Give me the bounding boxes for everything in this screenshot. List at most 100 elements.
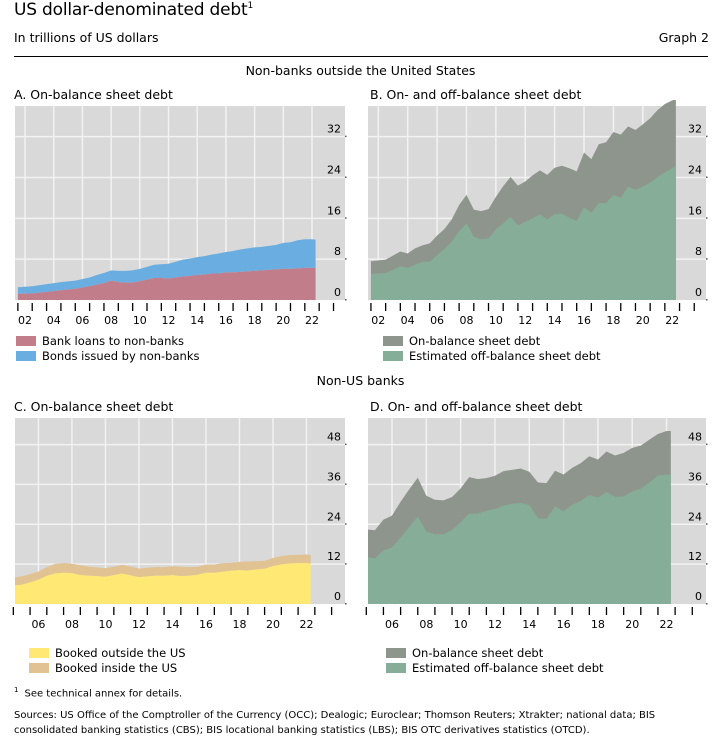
x-tick-label: 08 [65, 618, 79, 631]
x-tick-label: 16 [557, 618, 571, 631]
x-tick-label: 12 [488, 618, 502, 631]
legend-swatch-off-balance [386, 662, 406, 673]
panel-b-legend: On-balance sheet debt Estimated off-bala… [383, 333, 601, 363]
x-tick-label: 20 [266, 618, 280, 631]
y-tick-label: 36 [327, 470, 341, 483]
x-tick-label: 20 [625, 618, 639, 631]
x-tick-label: 08 [104, 314, 118, 327]
x-tick-label: 16 [577, 314, 591, 327]
legend-label: Booked outside the US [55, 645, 186, 660]
section-title-non-us-banks: Non-US banks [316, 373, 405, 388]
x-tick-label: 22 [665, 314, 679, 327]
y-tick-label: 24 [688, 510, 702, 523]
y-tick-mark [345, 443, 347, 446]
x-tick-label: 04 [401, 314, 415, 327]
y-tick-mark [345, 483, 347, 485]
footnote-marker: 1 [14, 686, 19, 694]
x-tick-label: 10 [98, 618, 112, 631]
y-tick-mark [706, 217, 708, 219]
legend-item-booked-inside: Booked inside the US [29, 660, 186, 675]
legend-swatch-booked-outside [29, 647, 49, 658]
x-tick-label: 18 [248, 314, 262, 327]
y-tick-label: 24 [688, 163, 702, 176]
graph-subtitle: In trillions of US dollars [14, 30, 159, 45]
x-tick-label: 06 [385, 618, 399, 631]
legend-item-booked-outside: Booked outside the US [29, 645, 186, 660]
y-tick-mark [345, 299, 347, 301]
panel-b-title: B. On- and off-balance sheet debt [370, 87, 582, 102]
x-tick-label: 06 [75, 314, 89, 327]
header-divider [14, 56, 708, 57]
x-tick-label: 16 [219, 314, 233, 327]
panel-a-legend: Bank loans to non-banks Bonds issued by … [16, 333, 199, 363]
y-tick-label: 0 [334, 286, 341, 299]
y-tick-mark [345, 603, 347, 605]
x-tick-label: 06 [31, 618, 45, 631]
area-booked-inside [15, 554, 311, 586]
x-tick-label: 22 [299, 618, 313, 631]
y-tick-mark [345, 523, 347, 525]
y-tick-label: 32 [327, 123, 341, 136]
y-tick-label: 8 [695, 245, 702, 258]
panel-d-title: D. On- and off-balance sheet debt [370, 399, 583, 414]
title-footnote-marker: 1 [247, 1, 253, 11]
y-tick-mark [706, 523, 708, 525]
legend-label: Estimated off-balance sheet debt [412, 660, 604, 675]
panel-d-legend: On-balance sheet debt Estimated off-bala… [386, 645, 604, 675]
x-tick-label: 18 [591, 618, 605, 631]
x-tick-label: 14 [165, 618, 179, 631]
y-tick-label: 16 [327, 204, 341, 217]
y-tick-mark [345, 176, 347, 178]
x-tick-label: 14 [548, 314, 562, 327]
legend-item-bonds: Bonds issued by non-banks [16, 348, 199, 363]
panel-a-title: A. On-balance sheet debt [14, 87, 173, 102]
y-tick-mark [345, 258, 347, 260]
x-tick-label: 12 [162, 314, 176, 327]
x-tick-label: 18 [232, 618, 246, 631]
x-tick-label: 10 [133, 314, 147, 327]
x-tick-label: 02 [18, 314, 32, 327]
y-tick-mark [706, 483, 708, 485]
x-tick-label: 04 [47, 314, 61, 327]
legend-item-off-balance: Estimated off-balance sheet debt [383, 348, 601, 363]
x-tick-label: 08 [459, 314, 473, 327]
footnote-text: See technical annex for details. [24, 688, 183, 700]
x-tick-label: 12 [132, 618, 146, 631]
y-tick-label: 24 [327, 510, 341, 523]
area-off-balance [370, 165, 676, 300]
legend-item-off-balance: Estimated off-balance sheet debt [386, 660, 604, 675]
y-tick-mark [706, 299, 708, 301]
y-tick-label: 12 [327, 550, 341, 563]
panel-c-legend: Booked outside the US Booked inside the … [29, 645, 186, 675]
y-tick-label: 48 [327, 431, 341, 444]
y-tick-label: 36 [688, 470, 702, 483]
x-tick-label: 22 [305, 314, 319, 327]
y-tick-mark [345, 563, 347, 565]
x-tick-label: 20 [276, 314, 290, 327]
y-tick-mark [706, 135, 708, 138]
y-tick-mark [706, 563, 708, 565]
x-tick-label: 20 [636, 314, 650, 327]
graph-number: Graph 2 [658, 30, 709, 45]
legend-swatch-off-balance [383, 350, 403, 361]
y-tick-label: 0 [334, 590, 341, 603]
y-tick-label: 0 [695, 590, 702, 603]
y-tick-mark [345, 135, 347, 138]
x-tick-label: 02 [371, 314, 385, 327]
legend-swatch-bonds [16, 350, 36, 361]
y-tick-label: 8 [334, 245, 341, 258]
y-tick-mark [706, 603, 708, 605]
y-tick-label: 48 [688, 431, 702, 444]
y-tick-label: 32 [688, 123, 702, 136]
x-tick-label: 18 [606, 314, 620, 327]
legend-item-on-balance: On-balance sheet debt [386, 645, 604, 660]
area-bank-loans [17, 267, 316, 300]
sources-note: Sources: US Office of the Comptroller of… [14, 710, 656, 736]
footnote: 1 See technical annex for details. [14, 686, 182, 699]
y-tick-label: 0 [695, 286, 702, 299]
x-tick-label: 14 [190, 314, 204, 327]
y-tick-label: 16 [688, 204, 702, 217]
panel-d-chart: 0 12 24 36 48 06 08 10 12 14 16 18 20 22 [365, 418, 708, 631]
area-bonds [17, 239, 316, 294]
y-tick-mark [706, 443, 708, 446]
